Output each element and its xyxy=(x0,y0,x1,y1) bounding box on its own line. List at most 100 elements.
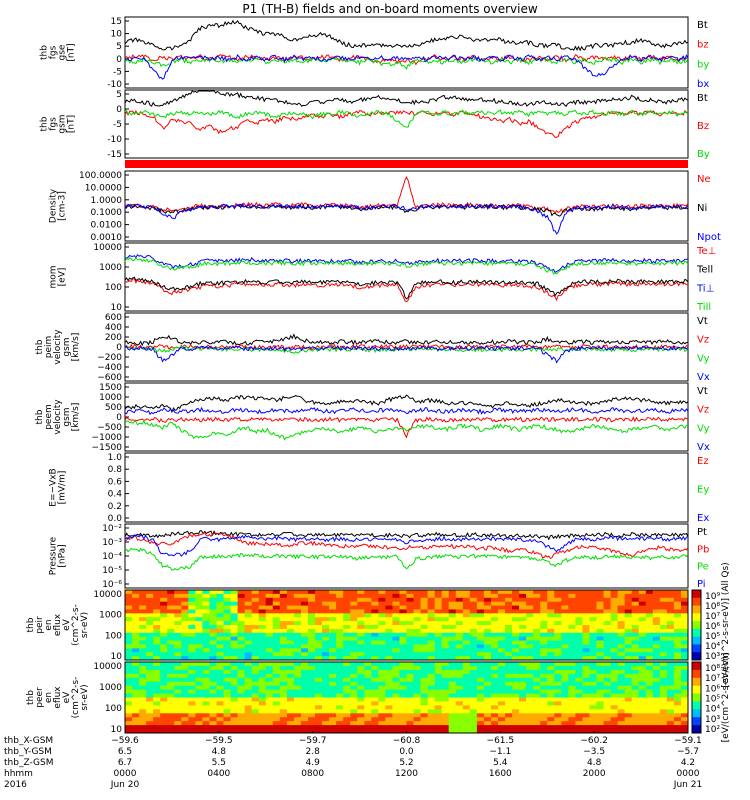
spectrogram-cell xyxy=(441,725,450,730)
spectrogram-cell xyxy=(174,617,182,622)
spectrogram-cell xyxy=(476,640,485,645)
spectrogram-cell xyxy=(624,601,633,607)
spectrogram-cell xyxy=(427,713,436,718)
spectrogram-cell xyxy=(153,597,161,603)
spectrogram-cell xyxy=(533,652,541,657)
spectrogram-cell xyxy=(680,601,689,607)
spectrogram-cell xyxy=(526,729,534,734)
spectrogram-cell xyxy=(371,685,379,691)
spectrogram-cell xyxy=(680,656,689,661)
spectrogram-cell xyxy=(666,625,675,630)
spectrogram-cell xyxy=(680,681,689,687)
spectrogram-cell xyxy=(596,617,605,622)
spectrogram-cell xyxy=(364,609,372,614)
y-axis-label: mom xyxy=(49,265,59,288)
spectrogram-cell xyxy=(265,681,274,687)
legend-Vz: Vz xyxy=(697,405,709,416)
spectrogram-cell xyxy=(230,597,239,603)
spectrogram-cell xyxy=(624,662,633,667)
spectrogram-cell xyxy=(237,648,246,653)
spectrogram-cell xyxy=(526,593,534,599)
spectrogram-cell xyxy=(659,609,668,614)
spectrogram-cell xyxy=(666,729,675,734)
spectrogram-cell xyxy=(406,729,415,734)
spectrogram-cell xyxy=(505,665,513,671)
spectrogram-cell xyxy=(399,636,407,642)
spectrogram-cell xyxy=(125,705,133,710)
spectrogram-cell xyxy=(406,677,415,683)
spectrogram-cell xyxy=(293,628,302,634)
spectrogram-cell xyxy=(519,673,527,679)
spectrogram-cell xyxy=(174,729,182,734)
spectrogram-cell xyxy=(448,665,457,671)
spectrogram-cell xyxy=(617,621,626,626)
spectrogram-cell xyxy=(216,652,225,657)
spectrogram-cell xyxy=(132,689,140,695)
spectrogram-cell xyxy=(307,625,316,630)
spectrogram-cell xyxy=(399,640,407,645)
spectrogram-cell xyxy=(272,705,281,710)
spectrogram-cell xyxy=(315,601,323,607)
spectrogram-cell xyxy=(125,609,133,614)
spectrogram-cell xyxy=(673,697,682,702)
spectrogram-cell xyxy=(406,632,415,638)
spectrogram-cell xyxy=(174,628,182,634)
spectrogram-cell xyxy=(434,729,443,734)
spectrogram-cell xyxy=(364,709,372,714)
spectrogram-cell xyxy=(469,621,478,626)
spectrogram-cell xyxy=(554,632,562,638)
spectrogram-cell xyxy=(216,669,225,675)
spectrogram-cell xyxy=(659,701,668,706)
spectrogram-cell xyxy=(188,605,196,610)
spectrogram-cell xyxy=(329,621,337,626)
spectrogram-cell xyxy=(350,628,358,634)
spectrogram-cell xyxy=(195,625,203,630)
spectrogram-cell xyxy=(181,689,189,695)
spectrogram-cell xyxy=(258,697,267,702)
spectrogram-cell xyxy=(139,625,147,630)
spectrogram-cell xyxy=(547,701,555,706)
spectrogram-cell xyxy=(582,697,590,702)
spectrogram-cell xyxy=(490,593,499,599)
spectrogram-cell xyxy=(251,605,260,610)
spectrogram-cell xyxy=(561,593,569,599)
spectrogram-cell xyxy=(202,669,210,675)
spectrogram-cell xyxy=(237,609,246,614)
series-line-Vz xyxy=(124,416,689,439)
spectrogram-cell xyxy=(265,705,274,710)
spectrogram-cell xyxy=(420,628,429,634)
spectrogram-cell xyxy=(251,669,260,675)
spectrogram-cell xyxy=(153,705,161,710)
legend-Ey: Ey xyxy=(697,485,709,496)
spectrogram-cell xyxy=(638,590,647,595)
spectrogram-cell xyxy=(336,652,344,657)
spectrogram-cell xyxy=(357,628,365,634)
spectrogram-cell xyxy=(286,628,295,634)
spectrogram-cell xyxy=(251,685,260,691)
spectrogram-cell xyxy=(512,628,520,634)
spectrogram-cell xyxy=(533,693,541,698)
spectrogram-cell xyxy=(469,590,478,595)
spectrogram-cell xyxy=(568,605,576,610)
spectrogram-cell xyxy=(645,617,654,622)
spectrogram-cell xyxy=(547,617,555,622)
x-tick-label: −5.7 xyxy=(677,747,699,757)
spectrogram-cell xyxy=(286,709,295,714)
spectrogram-cell xyxy=(357,593,365,599)
spectrogram-cell xyxy=(315,625,323,630)
spectrogram-cell xyxy=(483,721,492,726)
spectrogram-cell xyxy=(519,681,527,687)
spectrogram-cell xyxy=(624,590,633,595)
spectrogram-cell xyxy=(392,689,400,695)
spectrogram-cell xyxy=(371,590,379,595)
spectrogram-cell xyxy=(476,601,485,607)
spectrogram-cell xyxy=(378,721,386,726)
spectrogram-cell xyxy=(216,605,225,610)
spectrogram-cell xyxy=(476,617,485,622)
spectrogram-cell xyxy=(153,709,161,714)
spectrogram-cell xyxy=(596,709,605,714)
spectrogram-cell xyxy=(181,705,189,710)
spectrogram-cell xyxy=(476,729,485,734)
legend-Till: Till xyxy=(696,302,711,313)
spectrogram-cell xyxy=(251,640,260,645)
